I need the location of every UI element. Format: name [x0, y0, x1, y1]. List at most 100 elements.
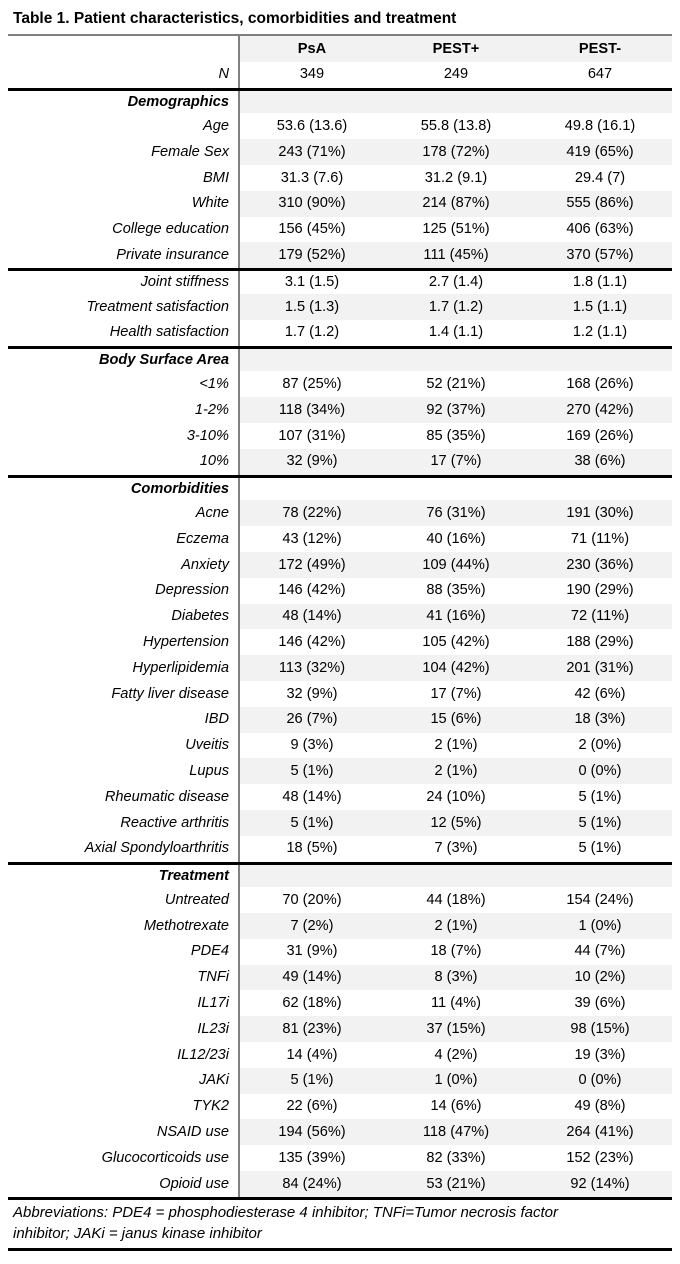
row-values: 156 (45%) 125 (51%) 406 (63%) [240, 217, 672, 243]
cell-value: 52 (21%) [426, 375, 486, 392]
cell-value: 154 (24%) [566, 891, 634, 908]
cell-value: 555 (86%) [566, 195, 634, 212]
table-row: College education 156 (45%) 125 (51%) 406 (… [8, 216, 672, 243]
cell-value: 2 (0%) [578, 737, 622, 754]
cell-value: 152 (23%) [566, 1149, 634, 1166]
row-values: 349 249 647 [240, 62, 672, 88]
cell-value: 2 (1%) [434, 737, 478, 754]
cell-value: 32 (9%) [286, 453, 338, 470]
table-title: Table 1. Patient characteristics, comorb… [8, 5, 672, 36]
row-values: 5 (1%) 12 (5%) 5 (1%) [240, 809, 672, 836]
cell-value: 14 (6%) [430, 1098, 482, 1115]
cell-value: 179 (52%) [278, 246, 346, 263]
row-label: JAKi [8, 1067, 240, 1094]
row-values: 9 (3%) 2 (1%) 2 (0%) [240, 733, 672, 759]
cell-value: 44 (18%) [426, 891, 486, 908]
cell-value: 92 (14%) [570, 1175, 630, 1192]
cell-value: 0 (0%) [578, 762, 622, 779]
cell-value [240, 91, 384, 114]
row-values: 84 (24%) 53 (21%) 92 (14%) [240, 1171, 672, 1197]
row-values: 31 (9%) 18 (7%) 44 (7%) [240, 939, 672, 965]
row-label: N [8, 61, 240, 88]
table-row: Opioid use 84 (24%) 53 (21%) 92 (14%) [8, 1171, 672, 1197]
table-row: 10% 32 (9%) 17 (7%) 38 (6%) [8, 448, 672, 475]
header-row: PsA PEST+ PEST- [8, 36, 672, 62]
row-label: IL17i [8, 990, 240, 1017]
cell-value [384, 349, 528, 372]
table-row: Treatment satisfaction 1.5 (1.3) 1.7 (1.2)… [8, 293, 672, 320]
row-values: 172 (49%) 109 (44%) 230 (36%) [240, 551, 672, 578]
cell-value: 31 (9%) [286, 943, 338, 960]
cell-value: 42 (6%) [574, 685, 626, 702]
table-row: JAKi 5 (1%) 1 (0%) 0 (0%) [8, 1067, 672, 1094]
table-footnote: Abbreviations: PDE4 = phosphodiesterase … [8, 1196, 672, 1251]
cell-value: 22 (6%) [286, 1098, 338, 1115]
cell-value [528, 478, 672, 501]
cell-value: 78 (22%) [282, 504, 342, 521]
cell-value: 49 (14%) [282, 969, 342, 986]
column-header-pest-minus: PEST- [578, 40, 622, 57]
footnote-line-2: inhibitor; JAKi = janus kinase inhibitor [13, 1224, 262, 1242]
table-row: TNFi 49 (14%) 8 (3%) 10 (2%) [8, 964, 672, 991]
cell-value [528, 865, 672, 888]
row-label: Private insurance [8, 242, 240, 269]
row-label: IL12/23i [8, 1042, 240, 1068]
cell-value: 107 (31%) [278, 427, 346, 444]
cell-value: 4 (2%) [434, 1046, 478, 1063]
row-values: 43 (12%) 40 (16%) 71 (11%) [240, 526, 672, 552]
cell-value: 18 (7%) [430, 943, 482, 960]
cell-value [384, 865, 528, 888]
row-label: IBD [8, 706, 240, 733]
table-row: Age 53.6 (13.6) 55.8 (13.8) 49.8 (16.1) [8, 113, 672, 140]
table-row: Lupus 5 (1%) 2 (1%) 0 (0%) [8, 758, 672, 785]
row-values: 243 (71%) 178 (72%) 419 (65%) [240, 139, 672, 165]
cell-value: 18 (3%) [574, 711, 626, 728]
row-values [240, 348, 672, 372]
cell-value: 5 (1%) [290, 814, 334, 831]
row-values: 1.7 (1.2) 1.4 (1.1) 1.2 (1.1) [240, 320, 672, 346]
row-values: 48 (14%) 41 (16%) 72 (11%) [240, 603, 672, 630]
cell-value: 19 (3%) [574, 1046, 626, 1063]
cell-value [240, 478, 384, 501]
table-row: Uveitis 9 (3%) 2 (1%) 2 (0%) [8, 732, 672, 759]
column-header-pest-plus: PEST+ [432, 40, 480, 57]
row-label: PDE4 [8, 938, 240, 965]
table-container: Table 1. Patient characteristics, comorb… [8, 5, 672, 1251]
table-row: Axial Spondyloarthritis 18 (5%) 7 (3%) 5 (1… [8, 835, 672, 862]
row-values: 48 (14%) 24 (10%) 5 (1%) [240, 784, 672, 810]
row-values: 194 (56%) 118 (47%) 264 (41%) [240, 1119, 672, 1146]
table-rows: PsA PEST+ PEST- N 349 249 647 Demographics Ag… [8, 36, 672, 1197]
cell-value: 32 (9%) [286, 685, 338, 702]
cell-value: 29.4 (7) [574, 169, 626, 186]
cell-value: 135 (39%) [278, 1149, 346, 1166]
row-values: 1.5 (1.3) 1.7 (1.2) 1.5 (1.1) [240, 293, 672, 320]
cell-value: 349 [299, 66, 325, 83]
cell-value: 113 (32%) [278, 659, 346, 676]
cell-value: 12 (5%) [430, 814, 482, 831]
cell-value: 7 (3%) [434, 840, 478, 857]
cell-value: 11 (4%) [430, 995, 482, 1012]
cell-value [384, 91, 528, 114]
cell-value: 406 (63%) [566, 221, 634, 238]
table-row: Health satisfaction 1.7 (1.2) 1.4 (1.1) 1.2… [8, 319, 672, 346]
row-values: 87 (25%) 52 (21%) 168 (26%) [240, 371, 672, 397]
cell-value: 43 (12%) [282, 530, 342, 547]
cell-value: 7 (2%) [290, 917, 334, 934]
cell-value: 1.7 (1.2) [428, 298, 484, 315]
cell-value: 1.2 (1.1) [572, 324, 628, 341]
row-label: Eczema [8, 526, 240, 552]
cell-value: 48 (14%) [282, 608, 342, 625]
section-label: Demographics [8, 90, 240, 114]
row-label: Treatment satisfaction [8, 293, 240, 320]
row-values: 3.1 (1.5) 2.7 (1.4) 1.8 (1.1) [240, 271, 672, 294]
row-values: 5 (1%) 1 (0%) 0 (0%) [240, 1067, 672, 1094]
cell-value: 169 (26%) [566, 427, 634, 444]
cell-value: 15 (6%) [430, 711, 482, 728]
row-label: 10% [8, 448, 240, 475]
row-values: 70 (20%) 44 (18%) 154 (24%) [240, 887, 672, 913]
row-label: Diabetes [8, 603, 240, 630]
row-label: Anxiety [8, 551, 240, 578]
cell-value: 104 (42%) [422, 659, 490, 676]
cell-value [528, 349, 672, 372]
row-values [240, 864, 672, 888]
